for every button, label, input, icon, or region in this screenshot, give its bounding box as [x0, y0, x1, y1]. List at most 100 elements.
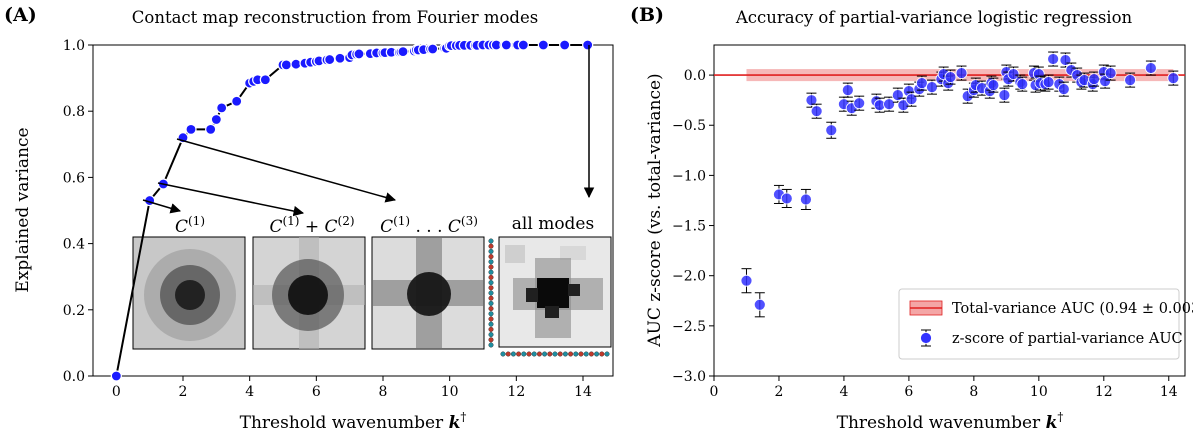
inset-residue-beads-horizontal: [500, 351, 610, 357]
panel-b-y-ticks: −3.0 −2.5 −2.0 −1.5 −1.0 −0.5 0.0: [672, 68, 714, 385]
panel-a-x-tick-label: 10: [441, 384, 459, 400]
z-score-point: [891, 89, 904, 102]
legend-box: [898, 288, 1180, 360]
panel-b-y-label: AUC z-score (vs. total-variance): [645, 73, 665, 347]
residue-bead: [488, 248, 494, 254]
residue-bead: [488, 300, 494, 306]
panel-a-x-tick-label: 0: [112, 384, 121, 400]
residue-bead: [526, 351, 532, 357]
explained-variance-point: [500, 39, 512, 51]
z-score-point: [740, 274, 753, 287]
arrow-to-inset-2: [157, 182, 305, 217]
panel-a-y-tick-label: 0.2: [63, 303, 85, 319]
panel-a-axes-frame: [92, 44, 614, 377]
residue-bead: [599, 351, 605, 357]
panel-a-title: Contact map reconstruction from Fourier …: [132, 8, 538, 27]
residue-bead: [500, 351, 506, 357]
residue-bead: [588, 351, 594, 357]
panel-b-x-ticks: 0 2 4 6 8 10 12 14: [710, 376, 1178, 400]
residue-bead: [488, 337, 494, 343]
explained-variance-point: [334, 52, 346, 64]
residue-bead: [604, 351, 610, 357]
residue-bead: [488, 243, 494, 249]
z-score-point: [897, 99, 910, 112]
panel-a-x-tick-label: 6: [312, 384, 321, 400]
panel-b-x-tick-label: 14: [1160, 384, 1178, 400]
residue-bead: [573, 351, 579, 357]
residue-bead: [552, 351, 558, 357]
explained-variance-point: [537, 39, 549, 51]
explained-variance-point: [110, 370, 122, 382]
residue-bead: [578, 351, 584, 357]
residue-bead: [488, 321, 494, 327]
panel-b-axes-frame: [713, 44, 1186, 377]
inset-maps: C(1) C(1) + C(2) C(1) . . . C(3) all mod…: [132, 214, 612, 357]
residue-bead: [542, 351, 548, 357]
panel-b-y-tick-label: 0.0: [684, 68, 706, 84]
residue-bead: [488, 290, 494, 296]
panel-b-x-tick-label: 0: [710, 384, 719, 400]
z-score-point: [1088, 73, 1100, 86]
panel-a-y-tick-label: 0.8: [63, 104, 85, 120]
panel-b-x-tick-label: 6: [904, 384, 913, 400]
z-score-point: [841, 84, 854, 97]
residue-bead: [488, 274, 494, 280]
arrow-to-inset-1: [142, 199, 182, 214]
residue-bead: [488, 269, 494, 275]
residue-bead: [531, 351, 537, 357]
panel-a-plot-area: [110, 39, 594, 382]
panel-b-x-tick-label: 10: [1030, 384, 1048, 400]
residue-bead: [488, 332, 494, 338]
explained-variance-point: [559, 39, 571, 51]
z-score-point: [805, 94, 818, 107]
z-score-point: [780, 192, 793, 205]
explained-variance-point: [205, 123, 217, 136]
explained-variance-point: [231, 95, 243, 107]
z-score-point: [998, 89, 1011, 102]
panel-b-x-label: Threshold wavenumber k†: [837, 410, 1064, 433]
panel-a-x-tick-label: 2: [179, 384, 188, 400]
inset-label-4: all modes: [512, 214, 594, 234]
panel-a-x-tick-label: 12: [507, 384, 525, 400]
panel-b-title: Accuracy of partial-variance logistic re…: [735, 8, 1133, 27]
residue-bead: [510, 351, 516, 357]
inset-label-2: C(1) + C(2): [269, 214, 354, 237]
explained-variance-point: [353, 48, 365, 60]
explained-variance-point: [427, 43, 439, 55]
panel-b-y-tick-label: −2.0: [672, 269, 706, 285]
residue-bead: [488, 295, 494, 301]
panel-a-x-tick-label: 4: [245, 384, 254, 400]
z-score-point: [905, 93, 918, 106]
z-score-point: [1042, 76, 1055, 89]
z-score-point: [1059, 54, 1072, 66]
panel-b-y-tick-label: −3.0: [672, 369, 706, 385]
panel-b-legend: Total-variance AUC (0.94 ± 0.003) z-scor…: [898, 288, 1193, 360]
residue-bead: [547, 351, 553, 357]
explained-variance-point: [324, 53, 336, 66]
z-score-point: [753, 298, 766, 311]
residue-bead: [488, 254, 494, 260]
residue-bead: [488, 285, 494, 291]
panel-b-y-tick-label: −1.5: [672, 219, 706, 235]
residue-bead: [505, 351, 511, 357]
panel-a-tag: (A): [4, 4, 37, 26]
inset-map-1: [132, 236, 246, 350]
residue-bead: [488, 264, 494, 270]
panel-a-y-label: Explained variance: [13, 127, 33, 292]
panel-b-x-tick-label: 8: [969, 384, 978, 400]
residue-bead: [583, 351, 589, 357]
arrow-to-inset-3: [176, 138, 397, 203]
panel-a-x-tick-label: 14: [574, 384, 592, 400]
residue-bead: [488, 342, 494, 348]
inset-residue-beads-vertical: [488, 238, 494, 348]
legend-points-label: z-score of partial-variance AUC: [952, 331, 1183, 347]
panel-a-y-tick-label: 0.4: [63, 237, 85, 253]
z-score-point: [853, 97, 866, 110]
panel-a: (A) Contact map reconstruction from Four…: [4, 4, 614, 433]
residue-bead: [568, 351, 574, 357]
panel-b-x-tick-label: 12: [1095, 384, 1113, 400]
inset-map-3: [371, 236, 485, 350]
panel-b-y-tick-label: −2.5: [672, 319, 706, 335]
explained-variance-point: [582, 39, 594, 51]
z-score-point: [1099, 75, 1111, 88]
